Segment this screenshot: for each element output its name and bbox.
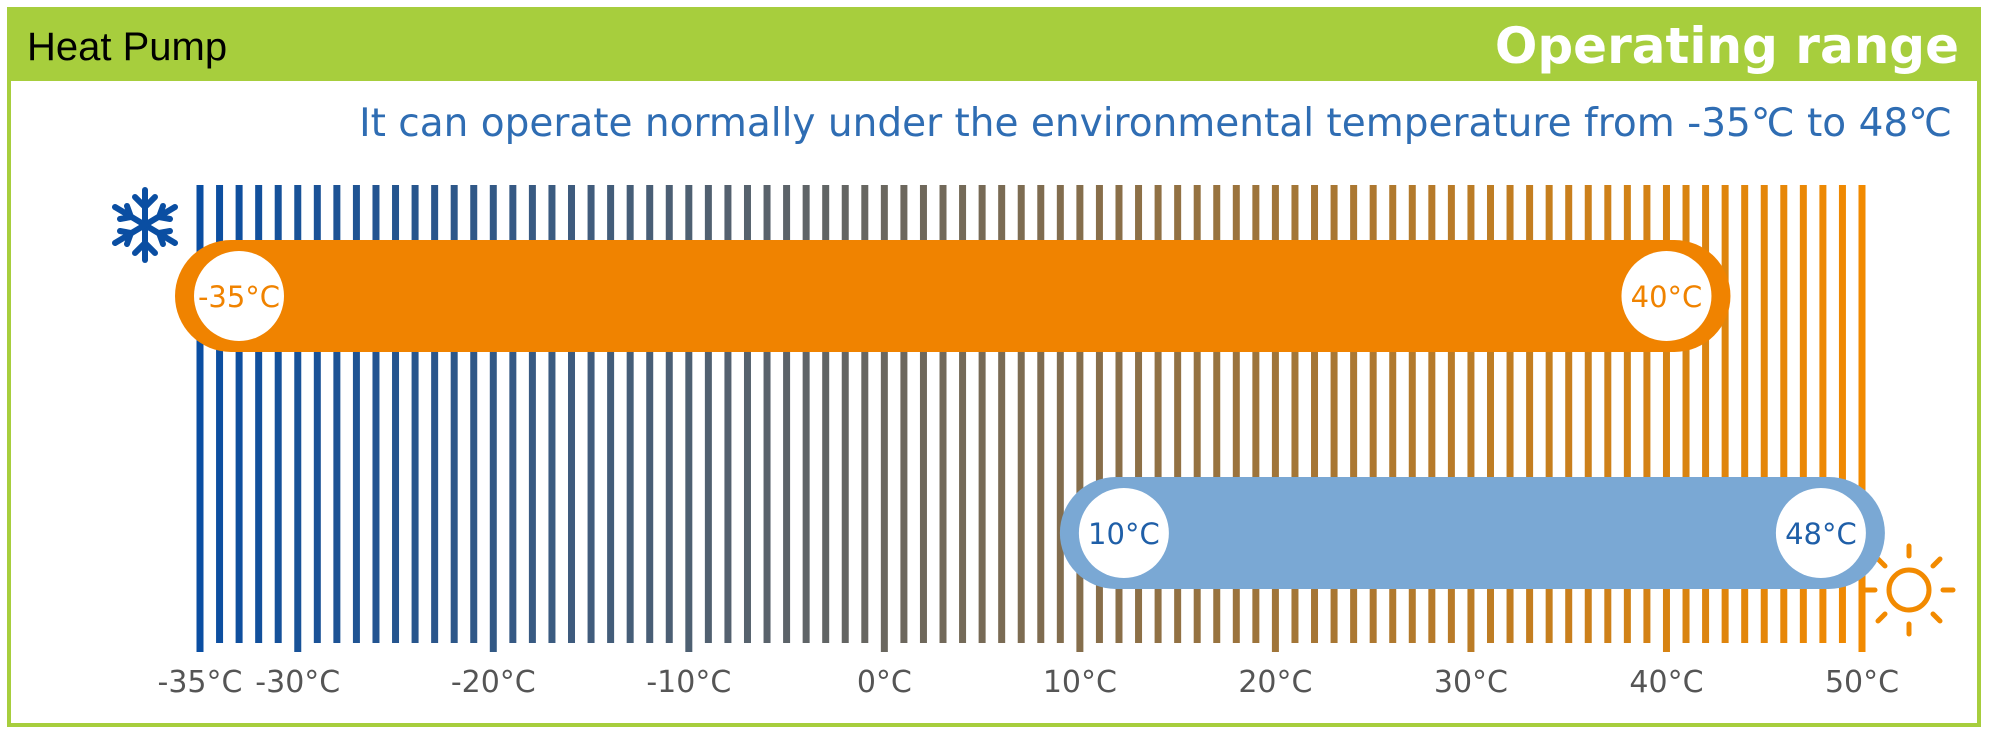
x-tick-label: 30°C (1434, 665, 1508, 700)
x-tick-label: -30°C (255, 665, 340, 700)
range-min-marker (1078, 488, 1169, 578)
range-bar: -35°C 40°C (175, 240, 1731, 352)
x-axis-ticks: -35°C -30°C -20°C -10°C 0°C 10°C 20°C 30°C 40°C 5… (158, 665, 1900, 700)
snowflake-icon (112, 187, 178, 263)
x-tick-label: -35°C (158, 665, 243, 700)
x-tick-label: -20°C (451, 665, 536, 700)
range-min-marker (194, 251, 284, 341)
range-max-marker (1775, 488, 1866, 578)
x-tick-label: 0°C (857, 665, 912, 700)
range-max-label: 48°C (1785, 517, 1857, 551)
x-tick-label: 40°C (1629, 665, 1703, 700)
x-tick-label: 50°C (1825, 665, 1899, 700)
range-pill (1059, 477, 1885, 589)
range-pill (175, 240, 1731, 352)
sun-icon (1862, 543, 1956, 637)
x-tick-label: -10°C (646, 665, 731, 700)
range-bar: 10°C 48°C (1059, 477, 1885, 589)
range-max-marker (1621, 251, 1712, 341)
x-tick-label: 20°C (1238, 665, 1312, 700)
chart-subtitle: It can operate normally under the enviro… (359, 101, 1952, 146)
x-tick-label: 10°C (1043, 665, 1117, 700)
range-max-label: 40°C (1631, 280, 1703, 314)
header-subtitle: Operating range (1494, 17, 1959, 75)
range-min-label: -35°C (198, 280, 280, 314)
range-min-label: 10°C (1088, 517, 1160, 551)
header-title: Heat Pump (27, 25, 228, 69)
operating-ranges: -35°C 40°C 10°C 48°C (175, 240, 1885, 589)
header-bar: Heat Pump Operating range (7, 7, 1981, 81)
